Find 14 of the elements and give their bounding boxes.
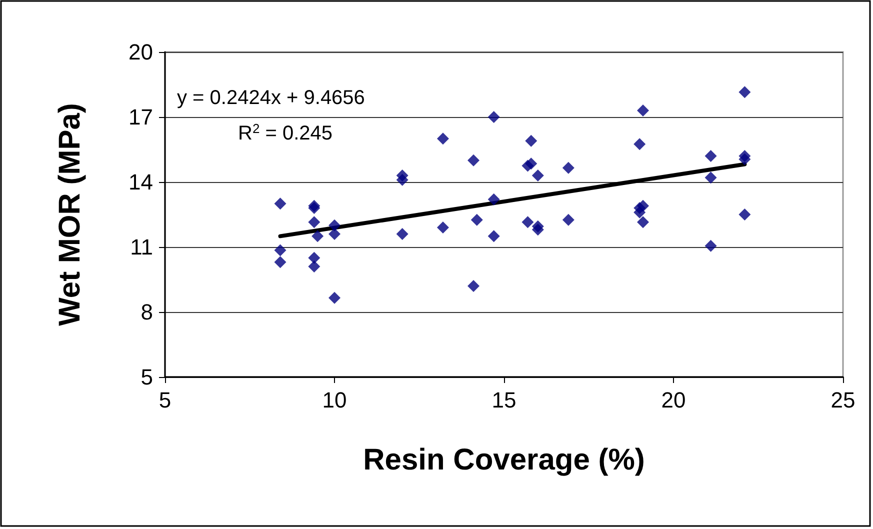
y-tick-label: 8 (140, 300, 153, 324)
x-axis-title: Resin Coverage (%) (363, 444, 645, 476)
y-tick-label: 20 (128, 40, 153, 64)
x-tick-label: 20 (661, 388, 686, 412)
y-axis-title: Wet MOR (MPa) (54, 103, 86, 326)
x-tick-label: 25 (830, 388, 856, 412)
annotation: y = 0.2424x + 9.4656 (177, 87, 365, 109)
y-tick-label: 14 (128, 170, 153, 194)
y-tick-label: 17 (128, 104, 153, 130)
x-tick-label: 5 (158, 388, 172, 412)
x-tick-label: 10 (322, 388, 347, 412)
y-tick-label: 11 (130, 234, 153, 260)
y-tick-label: 5 (140, 364, 153, 390)
x-tick-label: 15 (492, 388, 516, 412)
